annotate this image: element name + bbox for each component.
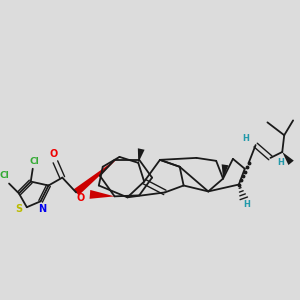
Text: Cl: Cl — [0, 171, 9, 180]
Text: O: O — [49, 149, 58, 159]
Text: H: H — [277, 158, 284, 167]
Text: S: S — [15, 204, 22, 214]
Polygon shape — [282, 152, 294, 165]
Text: N: N — [38, 204, 47, 214]
Polygon shape — [74, 157, 119, 196]
Polygon shape — [138, 148, 145, 163]
Text: H: H — [243, 200, 250, 209]
Polygon shape — [90, 190, 115, 199]
Text: O: O — [77, 193, 85, 203]
Polygon shape — [222, 164, 229, 178]
Text: H: H — [242, 134, 249, 143]
Text: Cl: Cl — [30, 157, 40, 166]
